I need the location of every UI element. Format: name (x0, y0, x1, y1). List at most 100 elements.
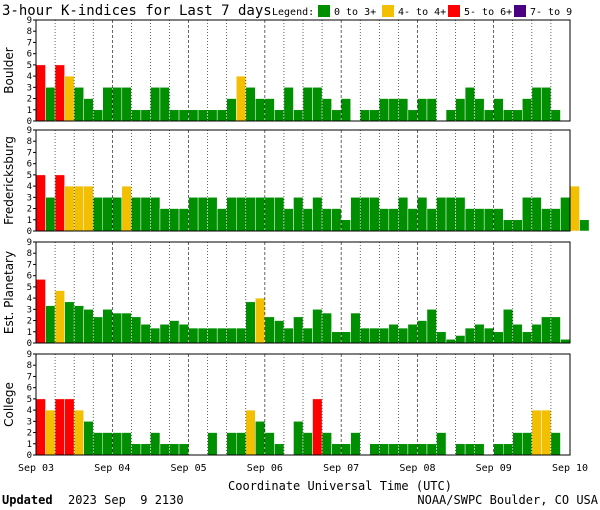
y-tick-label: 6 (27, 384, 32, 394)
k-index-bar (379, 443, 390, 456)
k-index-bar (159, 208, 170, 232)
k-index-bar (407, 208, 418, 232)
k-index-bar (331, 208, 342, 232)
y-tick-label: 4 (27, 406, 32, 416)
k-index-bar (226, 98, 237, 122)
k-index-bar (503, 109, 514, 122)
k-index-bar (503, 443, 514, 456)
k-index-bar (483, 109, 494, 122)
k-index-bar (436, 197, 447, 232)
panel-bars (35, 398, 561, 456)
k-index-bar (264, 98, 275, 122)
k-index-bar (379, 327, 390, 344)
k-index-bar (131, 443, 142, 456)
y-tick-label: 0 (27, 451, 32, 461)
k-index-bar (455, 443, 466, 456)
k-index-bar (159, 324, 170, 344)
y-tick-label: 6 (27, 50, 32, 60)
updated-label: Updated (2, 493, 53, 507)
panel-name: Fredericksburg (2, 136, 16, 225)
y-tick-label: 1 (27, 440, 32, 450)
k-index-bar (541, 409, 552, 456)
panel-grid (54, 354, 552, 455)
k-index-bar (512, 219, 523, 232)
k-index-bar (426, 208, 437, 232)
k-index-bar (569, 185, 580, 232)
x-tick-label: Sep 04 (94, 463, 130, 474)
k-index-bar (236, 197, 247, 232)
k-index-bar (73, 185, 84, 232)
k-index-bar (293, 109, 304, 122)
k-index-bar (321, 312, 332, 344)
k-index-bar (169, 109, 180, 122)
y-tick-label: 4 (27, 72, 32, 82)
k-index-bar (522, 331, 533, 344)
k-index-bar (493, 331, 504, 344)
y-tick-label: 9 (27, 350, 32, 360)
k-index-bar (417, 98, 428, 122)
k-index-bar (178, 324, 189, 344)
k-index-bar (54, 398, 65, 456)
k-index-bar (226, 432, 237, 456)
legend-swatch (514, 5, 526, 17)
k-index-bar (188, 109, 199, 122)
k-index-bar (522, 98, 533, 122)
k-index-bar (302, 432, 313, 456)
k-index-bar (197, 327, 208, 344)
k-index-bar (197, 109, 208, 122)
k-index-bar (92, 432, 103, 456)
legend-swatch (382, 5, 394, 17)
k-index-bar (483, 327, 494, 344)
k-index-bar (503, 219, 514, 232)
k-index-bar (245, 87, 256, 122)
k-index-bar (407, 443, 418, 456)
k-index-bar (188, 197, 199, 232)
y-tick-label: 6 (27, 272, 32, 282)
y-tick-label: 4 (27, 294, 32, 304)
legend-swatch (448, 5, 460, 17)
k-index-bar (245, 301, 256, 344)
y-tick-label: 7 (27, 38, 32, 48)
y-tick-label: 3 (27, 193, 32, 203)
y-tick-label: 4 (27, 182, 32, 192)
k-index-bar (255, 297, 266, 344)
k-index-bar (321, 432, 332, 456)
k-index-bar (398, 98, 409, 122)
k-index-bar (226, 327, 237, 344)
k-index-bar (493, 443, 504, 456)
k-index-bar (35, 64, 46, 122)
k-index-bar (245, 409, 256, 456)
k-index-bar (455, 197, 466, 232)
k-index-bar (283, 87, 294, 122)
legend-item-label: 4- to 4+ (398, 7, 446, 18)
k-index-bar (445, 109, 456, 122)
k-index-bar (369, 443, 380, 456)
k-index-bar (531, 197, 542, 232)
k-index-bar (455, 335, 466, 344)
y-tick-label: 5 (27, 61, 32, 71)
k-index-bar (236, 75, 247, 122)
k-index-bar (73, 409, 84, 456)
k-index-bar (255, 98, 266, 122)
panel-grid (54, 130, 552, 231)
k-index-bar (274, 197, 285, 232)
k-index-bar (121, 432, 132, 456)
y-tick-label: 0 (27, 227, 32, 237)
y-tick-label: 1 (27, 106, 32, 116)
k-index-bar (264, 197, 275, 232)
k-index-bar (350, 312, 361, 344)
panel-frame (35, 129, 571, 232)
k-index-bar (216, 327, 227, 344)
y-tick-label: 6 (27, 160, 32, 170)
k-index-bar (207, 197, 218, 232)
k-index-bar (302, 327, 313, 344)
k-index-bar (531, 324, 542, 344)
k-index-bar (102, 197, 113, 232)
k-index-bar (178, 208, 189, 232)
k-index-bar (388, 208, 399, 232)
y-tick-label: 7 (27, 260, 32, 270)
